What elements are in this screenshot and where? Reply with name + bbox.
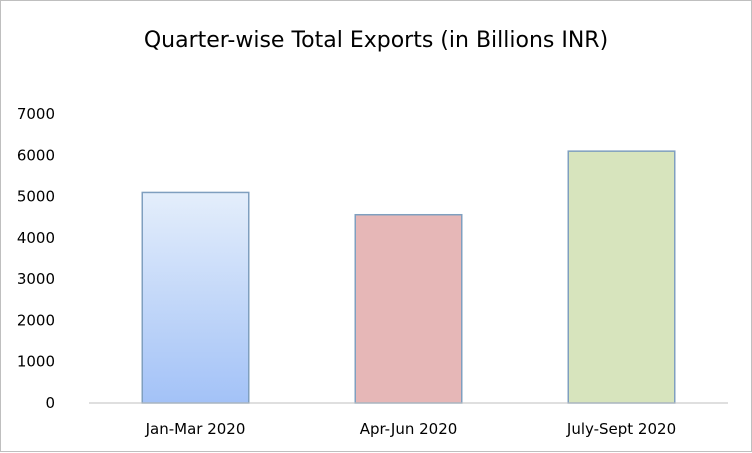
y-tick-label: 5000: [17, 188, 55, 206]
y-tick-label: 3000: [17, 270, 55, 288]
x-tick-label: Apr-Jun 2020: [360, 420, 458, 438]
y-tick-label: 4000: [17, 229, 55, 247]
x-tick-label: July-Sept 2020: [566, 420, 676, 438]
y-tick-label: 0: [45, 394, 55, 412]
chart-title: Quarter-wise Total Exports (in Billions …: [144, 28, 608, 53]
y-tick-label: 7000: [17, 105, 55, 123]
x-axis-ticks: Jan-Mar 2020 Apr-Jun 2020 July-Sept 2020: [145, 420, 677, 438]
x-tick-label: Jan-Mar 2020: [145, 420, 246, 438]
bars: [141, 150, 676, 404]
bar-apr-jun-2020: [354, 213, 463, 404]
y-tick-label: 1000: [17, 353, 55, 371]
y-tick-label: 2000: [17, 311, 55, 329]
y-tick-label: 6000: [17, 146, 55, 164]
bar-july-sept-2020: [567, 150, 676, 404]
y-axis-ticks: 0 1000 2000 3000 4000 5000 6000 7000: [17, 105, 55, 412]
bar-jan-mar-2020: [141, 191, 250, 404]
